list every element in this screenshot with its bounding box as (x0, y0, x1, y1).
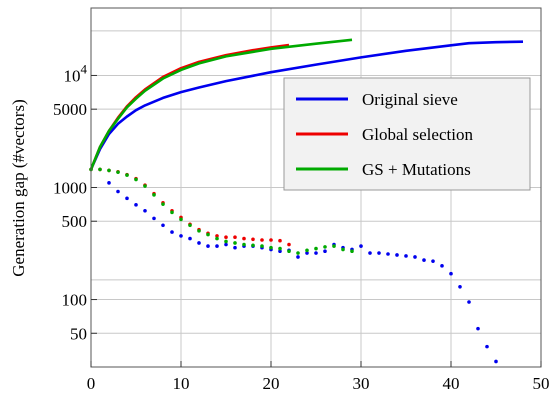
data-point (233, 235, 237, 240)
data-point (125, 173, 129, 177)
data-point (134, 203, 138, 207)
data-point (116, 189, 120, 194)
data-point (242, 236, 246, 241)
data-point (260, 238, 264, 242)
data-point (251, 237, 255, 242)
data-point (404, 254, 408, 258)
data-point (314, 251, 318, 255)
y-axis-title: Generation gap (#vectors) (9, 99, 28, 276)
x-tick-label: 50 (533, 374, 550, 393)
data-point (98, 167, 102, 172)
data-point (323, 245, 327, 249)
legend-label: Original sieve (362, 90, 458, 109)
data-point (386, 252, 390, 256)
data-point (449, 271, 453, 276)
data-point (287, 249, 291, 254)
data-point (107, 181, 111, 185)
data-point (233, 245, 237, 250)
data-point (395, 253, 399, 257)
data-point (179, 234, 183, 238)
data-point (476, 326, 480, 331)
data-point (197, 241, 201, 245)
data-point (296, 255, 300, 259)
data-point (224, 242, 228, 247)
data-point (179, 217, 183, 222)
ticks (90, 74, 542, 367)
legend-label: Global selection (362, 125, 473, 144)
data-point (215, 236, 219, 241)
y-tick-labels: 50 100 500 1000 5000 104 (53, 61, 88, 343)
data-point (134, 177, 138, 182)
data-point (152, 193, 156, 197)
data-point (215, 244, 219, 248)
data-point (296, 251, 300, 255)
y-tick-label: 50 (70, 324, 87, 343)
data-point (251, 243, 255, 248)
data-point (197, 229, 201, 233)
data-point (125, 196, 129, 201)
series-dots (89, 167, 498, 364)
x-tick-label: 30 (353, 374, 370, 393)
data-point (206, 232, 210, 237)
data-point (413, 255, 417, 259)
data-point (116, 170, 120, 174)
data-point (170, 230, 174, 234)
data-point (188, 223, 192, 228)
data-point (215, 234, 219, 238)
data-point (305, 248, 309, 253)
y-tick-label: 100 (62, 291, 88, 310)
data-point (152, 216, 156, 221)
data-point (350, 249, 354, 254)
data-point (242, 242, 246, 247)
data-point (161, 202, 165, 206)
legend: Original sieve Global selection GS + Mutat… (283, 77, 531, 191)
y-tick-label: 1000 (53, 179, 87, 198)
data-point (278, 238, 282, 243)
data-point (170, 210, 174, 215)
data-point (224, 239, 228, 244)
x-tick-label: 0 (87, 374, 96, 393)
data-point (206, 244, 210, 248)
data-point (224, 235, 228, 240)
data-point (323, 249, 327, 254)
series-line-0 (89, 40, 524, 170)
data-point (431, 259, 435, 263)
y-tick-label-power: 104 (64, 61, 88, 85)
x-tick-label: 10 (173, 374, 190, 393)
data-point (314, 246, 318, 251)
data-point (278, 249, 282, 254)
x-tick-label: 20 (263, 374, 280, 393)
data-point (458, 284, 462, 289)
data-point (305, 251, 309, 255)
data-point (287, 242, 291, 247)
data-point (278, 246, 282, 251)
data-point (260, 244, 264, 248)
data-point (143, 184, 147, 188)
data-point (422, 258, 426, 262)
series-line-2 (89, 38, 353, 170)
legend-label: GS + Mutations (362, 160, 471, 179)
y-tick-label: 500 (62, 212, 88, 231)
data-point (368, 251, 372, 255)
x-tick-label: 40 (443, 374, 460, 393)
data-point (143, 208, 147, 213)
data-point (107, 168, 111, 173)
data-point (233, 241, 237, 245)
data-point (188, 236, 192, 241)
data-point (269, 245, 273, 250)
data-point (359, 244, 363, 248)
data-point (269, 238, 273, 242)
series-lines (89, 38, 524, 170)
data-point (377, 251, 381, 255)
data-point (485, 344, 489, 349)
data-point (161, 223, 165, 228)
data-point (332, 244, 336, 248)
data-point (440, 264, 444, 268)
data-point (494, 359, 498, 364)
data-point (467, 300, 471, 304)
x-tick-labels: 0 10 20 30 40 50 (87, 374, 550, 393)
data-point (341, 247, 345, 252)
y-tick-label: 5000 (53, 100, 87, 119)
